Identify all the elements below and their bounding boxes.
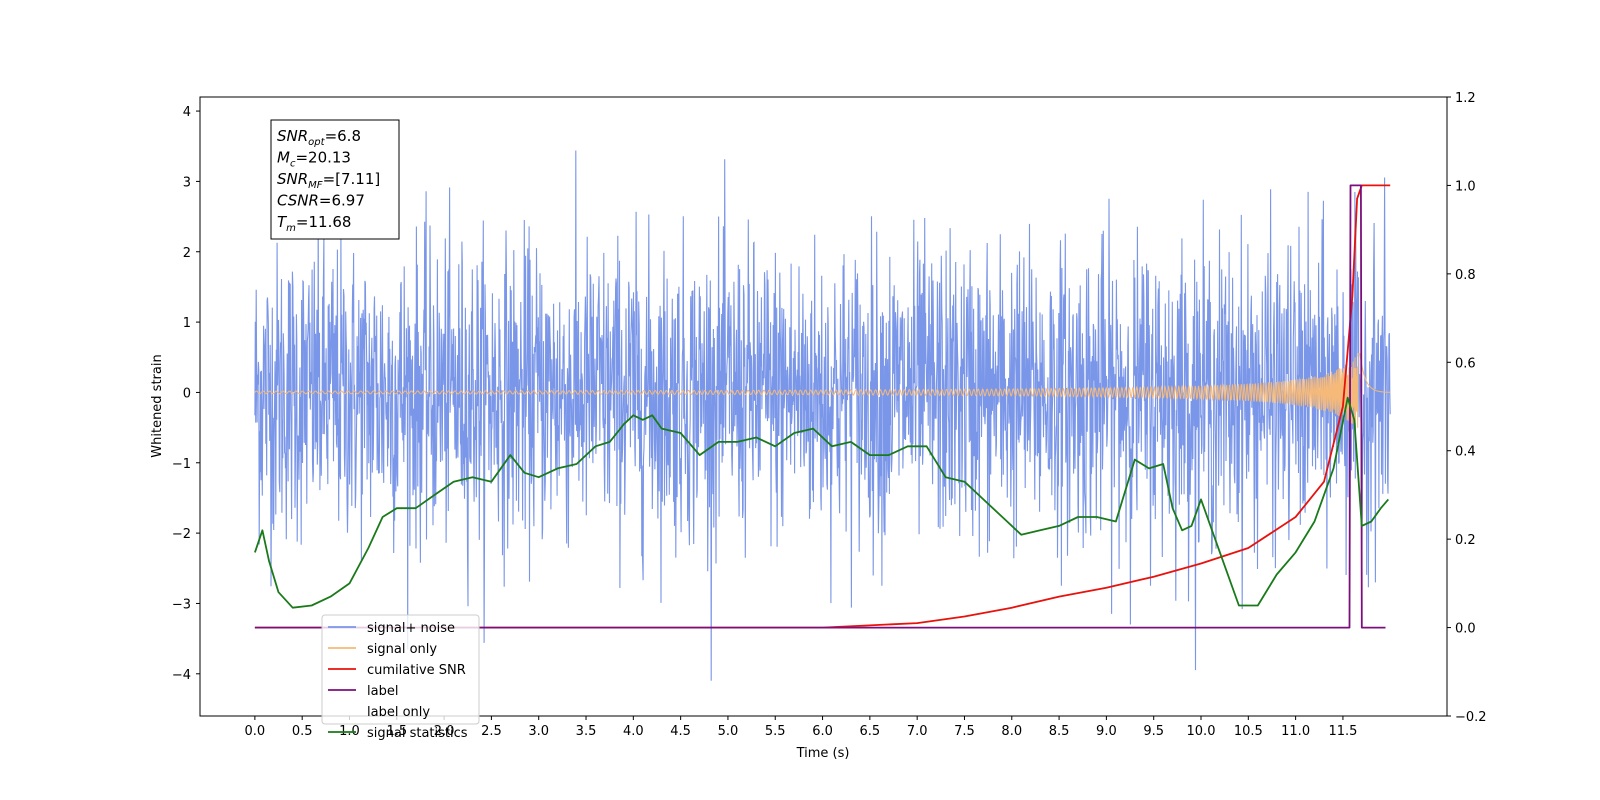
x-axis-label: Time (s) — [796, 746, 850, 761]
x-tick-label: 11.0 — [1281, 724, 1310, 739]
legend-label: label only — [367, 705, 430, 720]
y-tick-label: 0 — [183, 386, 191, 401]
y2-axis-ticks: 1.2 1.0 0.8 0.6 0.4 0.2 0.0 −0.2 — [1447, 91, 1487, 725]
legend: signal+ noise signal only cumilative SNR la… — [321, 614, 480, 741]
x-tick-label: 10.5 — [1234, 724, 1263, 739]
x-tick-label: 11.5 — [1328, 724, 1357, 739]
series-signal-noise — [254, 150, 1391, 681]
x-tick-label: 3.5 — [576, 724, 597, 739]
x-tick-label: 6.5 — [860, 724, 881, 739]
y-axis-ticks: 4 3 2 1 0 −1 −2 −3 −4 — [172, 105, 200, 683]
x-tick-label: 1.5 — [386, 724, 407, 739]
annotation-line: CSNR=6.97 — [277, 192, 365, 210]
y2-tick-label: 0.8 — [1455, 268, 1476, 283]
series-label — [254, 184, 1386, 629]
y-tick-label: −3 — [172, 597, 191, 612]
x-tick-label: 4.0 — [623, 724, 644, 739]
annotation-frame — [270, 119, 400, 240]
x-tick-label: 6.0 — [812, 724, 833, 739]
series-cumilative-snr — [254, 184, 1391, 629]
y-tick-label: −1 — [172, 457, 191, 472]
series-signal-statistics — [254, 396, 1389, 609]
y-tick-label: −2 — [172, 527, 191, 542]
y-tick-label: −4 — [172, 668, 191, 683]
legend-label: signal+ noise — [367, 621, 455, 636]
annotation-line: SNRopt=6.8 — [277, 127, 361, 148]
y2-tick-label: 0.6 — [1455, 356, 1476, 371]
y2-tick-label: 1.2 — [1455, 91, 1476, 106]
legend-label: signal only — [367, 642, 437, 657]
x-tick-label: 5.5 — [765, 724, 786, 739]
x-tick-label: 8.0 — [1001, 724, 1022, 739]
noise-series-layer — [254, 150, 1391, 681]
x-tick-label: 2.5 — [481, 724, 502, 739]
y2-tick-label: 0.0 — [1455, 622, 1476, 637]
x-tick-label: 9.0 — [1096, 724, 1117, 739]
x-tick-label: 9.5 — [1143, 724, 1164, 739]
legend-label: signal statistics — [367, 726, 468, 741]
y-axis-label: Whitened strain — [150, 354, 165, 457]
annotation-line: SNRMF=[7.11] — [277, 170, 380, 191]
y-tick-label: 3 — [183, 175, 191, 190]
x-tick-label: 7.0 — [907, 724, 928, 739]
x-tick-label: 5.0 — [718, 724, 739, 739]
x-tick-label: 7.5 — [954, 724, 975, 739]
x-tick-label: 8.5 — [1049, 724, 1070, 739]
legend-frame — [321, 614, 480, 725]
annotation-line: Tm=11.68 — [277, 213, 351, 234]
x-tick-label: 3.0 — [528, 724, 549, 739]
y2-tick-label: −0.2 — [1455, 710, 1487, 725]
y2-tick-label: 0.2 — [1455, 533, 1476, 548]
x-tick-label: 0.5 — [292, 724, 313, 739]
x-tick-label: 0.0 — [245, 724, 266, 739]
plot-frame — [199, 96, 1448, 717]
y-tick-label: 2 — [183, 246, 191, 261]
x-axis-ticks: 0.0 0.5 1.0 1.5 2.0 2.5 3.0 3.5 4.0 4.5 5.0 5.5 6.0 6… — [245, 716, 1357, 739]
legend-label: cumilative SNR — [367, 663, 466, 678]
x-tick-label: 10.0 — [1187, 724, 1216, 739]
y-tick-label: 4 — [183, 105, 191, 120]
x-tick-label: 4.5 — [670, 724, 691, 739]
legend-label: label — [367, 684, 398, 699]
y2-tick-label: 0.4 — [1455, 445, 1476, 460]
signal-only-series-layer — [254, 353, 1391, 428]
y-tick-label: 1 — [183, 316, 191, 331]
annotation-line: Mc=20.13 — [277, 149, 351, 170]
y2-tick-label: 1.0 — [1455, 179, 1476, 194]
x-tick-label: 2.0 — [434, 724, 455, 739]
series-signal-only — [254, 353, 1391, 428]
right-axis-series-layer — [254, 184, 1391, 629]
